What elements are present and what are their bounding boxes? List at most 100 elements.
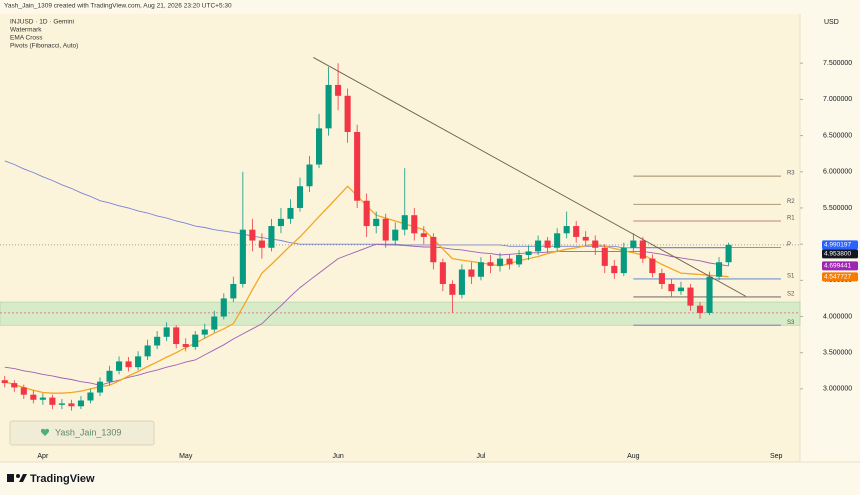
- pivot-label: S1: [787, 273, 795, 279]
- candle-body: [220, 298, 227, 317]
- candle-body: [239, 229, 246, 284]
- pivot-label: P: [787, 242, 791, 248]
- candle-body: [630, 240, 637, 248]
- price-tag-label: 4.699441: [824, 263, 851, 270]
- candle-body: [601, 247, 608, 266]
- candle-body: [687, 287, 694, 306]
- candle-body: [382, 218, 389, 241]
- candle-body: [287, 207, 294, 219]
- credit: Yash_Jain_1309 created with TradingView.…: [4, 3, 232, 10]
- x-tick-label: Sep: [770, 453, 783, 460]
- candle-body: [725, 244, 732, 263]
- candle-body: [458, 269, 465, 295]
- candle-body: [344, 95, 351, 132]
- candle-body: [173, 327, 180, 345]
- candle-body: [716, 262, 723, 277]
- candle-body: [554, 233, 561, 248]
- x-tick-label: Apr: [37, 453, 49, 460]
- candle-body: [696, 305, 704, 313]
- candle-body: [306, 164, 313, 187]
- watermark-box: [9, 420, 155, 446]
- x-tick-label: Jul: [476, 453, 485, 460]
- y-tick-label: 6.000000: [823, 169, 852, 176]
- currency: USD: [824, 19, 839, 26]
- candle-body: [363, 200, 370, 227]
- pivot-label: S3: [787, 320, 795, 326]
- trendline: [313, 57, 746, 297]
- y-tick-label: 7.000000: [823, 96, 852, 103]
- ema-line: [4, 160, 729, 249]
- price-tag: [822, 249, 858, 259]
- support-zone: [0, 301, 801, 326]
- x-tick-label: May: [179, 453, 193, 460]
- pivot-label: R2: [787, 199, 795, 205]
- candle-body: [496, 258, 504, 266]
- candle-body: [125, 361, 132, 368]
- brand: TradingView: [30, 473, 95, 485]
- candle-body: [11, 383, 18, 388]
- candle-body: [649, 258, 656, 274]
- candle-body: [58, 403, 65, 405]
- y-tick-label: 7.500000: [823, 60, 852, 67]
- candle-body: [592, 240, 599, 248]
- candle-body: [658, 273, 665, 284]
- candle-body: [258, 240, 265, 248]
- price-tag: [822, 261, 858, 271]
- logo-mark: [16, 474, 20, 478]
- candle-body: [468, 269, 475, 277]
- candle-body: [163, 327, 170, 337]
- y-tick-label: 3.000000: [823, 386, 852, 393]
- plot-area: [0, 14, 800, 462]
- candle-body: [477, 262, 484, 277]
- candle-body: [430, 236, 437, 263]
- candle-body: [87, 392, 94, 401]
- indicator: Watermark: [10, 27, 42, 34]
- candle-body: [392, 229, 399, 241]
- candle-body: [677, 287, 684, 292]
- y-tick-label: 6.500000: [823, 132, 852, 139]
- y-tick-label: 4.000000: [823, 313, 852, 320]
- candle-body: [68, 403, 75, 407]
- y-tick-label: 3.500000: [823, 350, 852, 357]
- candle-body: [154, 336, 161, 346]
- candle-body: [582, 236, 589, 241]
- pivot-label: R3: [787, 171, 795, 177]
- candle-body: [639, 240, 646, 259]
- candle-body: [106, 370, 113, 382]
- candle-body: [77, 400, 84, 407]
- price-tag-label: 4.547727: [824, 274, 851, 281]
- candle-body: [668, 283, 675, 292]
- candle-body: [354, 131, 361, 201]
- candle-body: [325, 84, 332, 129]
- candle-body: [116, 361, 123, 371]
- candle-body: [506, 258, 513, 265]
- candle-body: [706, 276, 713, 313]
- price-tag: [822, 240, 858, 250]
- candle-body: [144, 345, 151, 357]
- candle-body: [449, 283, 456, 295]
- price-tag: [822, 272, 858, 282]
- y-tick-label: 5.500000: [823, 205, 852, 212]
- candle-body: [439, 262, 446, 284]
- candle-body: [201, 329, 208, 335]
- watermark: Yash_Jain_1309: [55, 427, 121, 437]
- candle-body: [516, 255, 523, 265]
- pivot-label: S2: [787, 292, 795, 298]
- x-tick-label: Aug: [627, 453, 640, 460]
- candle-body: [96, 381, 104, 393]
- candle-body: [268, 226, 275, 248]
- candle-body: [20, 387, 27, 395]
- candle-body: [192, 334, 199, 347]
- candle-body: [277, 218, 284, 227]
- brand-logo: [7, 474, 27, 482]
- candle-body: [487, 262, 494, 266]
- candle-body: [39, 397, 46, 400]
- candle-body: [296, 186, 304, 208]
- candle-body: [535, 240, 542, 252]
- candle-body: [249, 229, 256, 241]
- candle-body: [335, 84, 342, 96]
- candle-body: [1, 380, 8, 384]
- candle-body: [30, 394, 37, 400]
- candle-body: [401, 215, 408, 230]
